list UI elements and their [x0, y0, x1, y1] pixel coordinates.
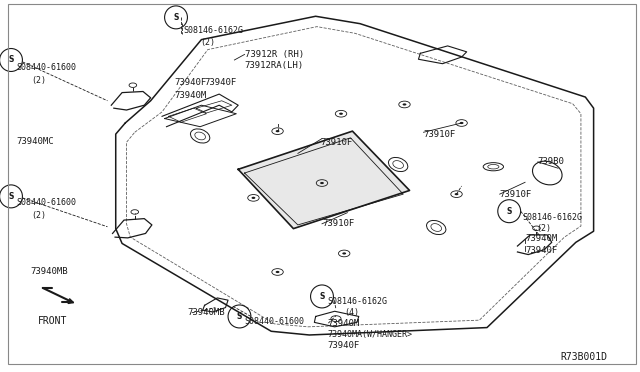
Text: 739B0: 739B0: [538, 157, 564, 166]
Text: 73940F: 73940F: [525, 246, 557, 255]
Text: (2): (2): [31, 211, 46, 220]
Text: 73940F: 73940F: [327, 341, 359, 350]
Text: 73912R (RH): 73912R (RH): [244, 50, 304, 59]
Text: 73912RA(LH): 73912RA(LH): [244, 61, 304, 70]
Polygon shape: [238, 131, 410, 229]
Text: (4): (4): [344, 308, 359, 317]
Text: 73940MB: 73940MB: [188, 308, 225, 317]
Text: 73940MC: 73940MC: [16, 137, 54, 146]
Text: 73910F: 73910F: [321, 138, 353, 147]
Text: 73910F: 73910F: [500, 190, 532, 199]
Text: S08146-6162G: S08146-6162G: [184, 26, 244, 35]
Text: S: S: [8, 55, 13, 64]
Text: 73910F: 73910F: [322, 219, 354, 228]
Text: 73940MB: 73940MB: [30, 267, 68, 276]
Circle shape: [252, 197, 255, 199]
Text: (2): (2): [31, 76, 46, 85]
Circle shape: [454, 193, 458, 195]
Text: S: S: [506, 207, 512, 216]
Text: S: S: [173, 13, 179, 22]
Text: S08440-61600: S08440-61600: [16, 63, 76, 72]
Text: S08440-61600: S08440-61600: [16, 198, 76, 207]
Text: S08146-6162G: S08146-6162G: [327, 297, 387, 306]
Circle shape: [460, 122, 463, 124]
Text: S08440-61600: S08440-61600: [244, 317, 305, 326]
Text: FRONT: FRONT: [38, 316, 67, 326]
Circle shape: [276, 130, 280, 132]
Text: 73940M: 73940M: [525, 234, 557, 243]
Circle shape: [339, 113, 343, 115]
Circle shape: [276, 271, 280, 273]
Circle shape: [320, 182, 324, 184]
Text: S: S: [237, 312, 242, 321]
Text: (2): (2): [200, 38, 215, 47]
Text: 73910F: 73910F: [424, 130, 456, 140]
Text: S: S: [319, 292, 324, 301]
Circle shape: [403, 103, 406, 106]
Text: 73940MA(W/HANGER>: 73940MA(W/HANGER>: [327, 330, 412, 339]
Circle shape: [342, 252, 346, 254]
Text: S08146-6162G: S08146-6162G: [522, 213, 582, 222]
Text: 73940M: 73940M: [175, 91, 207, 100]
Text: S: S: [8, 192, 13, 201]
Text: 73940F: 73940F: [175, 78, 207, 87]
Text: (2): (2): [536, 224, 552, 233]
Text: 73940F: 73940F: [205, 78, 237, 87]
Text: 73940M: 73940M: [327, 319, 359, 328]
Text: R73B001D: R73B001D: [560, 352, 607, 362]
